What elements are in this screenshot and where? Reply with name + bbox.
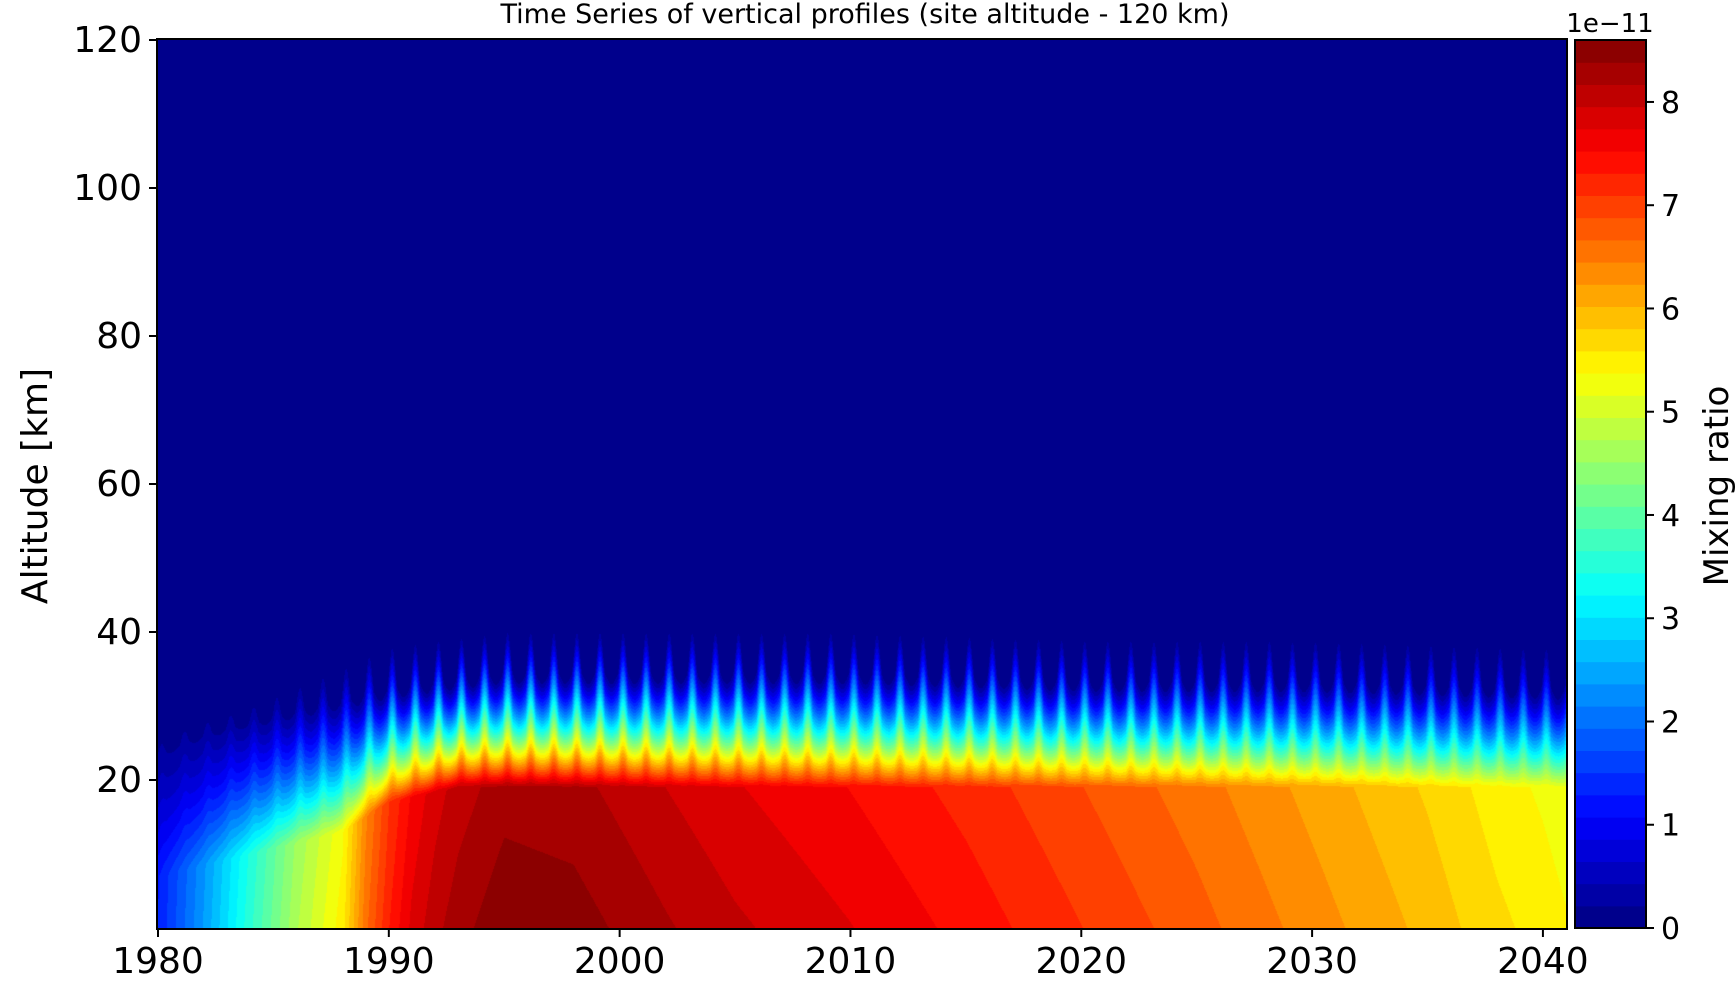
colorbar-tick-label: 6 xyxy=(1661,292,1680,327)
x-tick-label: 1990 xyxy=(343,941,435,982)
colorbar-tick-label: 5 xyxy=(1661,396,1680,431)
y-tick-label: 120 xyxy=(73,20,142,61)
colorbar-band xyxy=(1575,284,1646,307)
colorbar-band xyxy=(1575,839,1646,862)
colorbar-tick-label: 1 xyxy=(1661,809,1680,844)
colorbar-band xyxy=(1575,794,1646,818)
colorbar-tick-label: 7 xyxy=(1661,189,1680,224)
x-tick-label: 2000 xyxy=(574,941,666,982)
colorbar-axis: 0 1 2 3 4 5 6 7 8 xyxy=(1646,86,1680,947)
chart-title: Time Series of vertical profiles (site a… xyxy=(499,0,1229,30)
y-tick-label: 20 xyxy=(96,760,142,801)
colorbar-band xyxy=(1575,639,1646,663)
colorbar-band xyxy=(1575,62,1646,85)
y-tick-label: 40 xyxy=(96,612,142,653)
colorbar-band xyxy=(1575,417,1646,441)
colorbar-tick-label: 8 xyxy=(1661,86,1680,121)
colorbar-label: Mixing ratio xyxy=(1697,386,1735,587)
colorbar-band xyxy=(1575,173,1646,196)
colorbar-tick-label: 3 xyxy=(1661,602,1680,637)
y-axis-label: Altitude [km] xyxy=(15,368,56,604)
colorbar-band xyxy=(1575,772,1646,796)
colorbar-band xyxy=(1575,706,1646,729)
colorbar-band xyxy=(1575,128,1646,152)
colorbar-band xyxy=(1575,151,1646,174)
colorbar-band xyxy=(1575,350,1646,374)
colorbar-tick-label: 4 xyxy=(1661,499,1680,534)
colorbar-band xyxy=(1575,395,1646,418)
heatmap-canvas xyxy=(158,40,1566,928)
colorbar-band xyxy=(1575,439,1646,463)
colorbar-band xyxy=(1575,484,1646,507)
colorbar-band xyxy=(1575,373,1646,396)
colorbar-band xyxy=(1575,195,1646,219)
colorbar-band xyxy=(1575,84,1646,108)
colorbar-band xyxy=(1575,262,1646,285)
colorbar-band xyxy=(1575,528,1646,552)
y-tick-label: 60 xyxy=(96,464,142,505)
colorbar-band xyxy=(1575,905,1646,929)
x-axis: 1980 1990 2000 2010 2020 2030 2040 xyxy=(112,928,1589,982)
colorbar-tick-label: 2 xyxy=(1661,705,1680,740)
colorbar-tick-label: 0 xyxy=(1661,912,1680,947)
colorbar-band xyxy=(1575,817,1646,840)
colorbar: 0 1 2 3 4 5 6 7 8 1e−11 Mixing ratio xyxy=(1566,9,1735,947)
colorbar-band xyxy=(1575,861,1646,885)
colorbar-band xyxy=(1575,239,1646,263)
colorbar-band xyxy=(1575,306,1646,330)
y-axis: 20 40 60 80 100 120 xyxy=(73,20,158,801)
colorbar-band xyxy=(1575,506,1646,529)
heatmap-field xyxy=(158,40,1566,928)
x-tick-label: 2030 xyxy=(1266,941,1358,982)
colorbar-offset-label: 1e−11 xyxy=(1566,9,1653,39)
plot-area xyxy=(156,38,1568,930)
colorbar-band xyxy=(1575,617,1646,640)
colorbar-band xyxy=(1575,683,1646,707)
colorbar-frame xyxy=(1574,39,1647,929)
colorbar-band xyxy=(1575,461,1646,485)
colorbar-band xyxy=(1575,328,1646,352)
colorbar-band xyxy=(1575,40,1646,63)
y-tick-label: 80 xyxy=(96,316,142,357)
colorbar-band xyxy=(1575,883,1646,907)
colorbar-band xyxy=(1575,750,1646,774)
colorbar-band xyxy=(1575,595,1646,618)
y-tick-label: 100 xyxy=(73,168,142,209)
x-tick-label: 1980 xyxy=(112,941,204,982)
colorbar-band xyxy=(1575,728,1646,751)
colorbar-band xyxy=(1575,550,1646,574)
x-tick-label: 2010 xyxy=(805,941,897,982)
colorbar-bands xyxy=(1575,40,1646,929)
colorbar-band xyxy=(1575,217,1646,241)
colorbar-band xyxy=(1575,661,1646,685)
colorbar-band xyxy=(1575,106,1646,130)
colorbar-band xyxy=(1575,572,1646,596)
x-tick-label: 2020 xyxy=(1035,941,1127,982)
x-tick-label: 2040 xyxy=(1497,941,1589,982)
